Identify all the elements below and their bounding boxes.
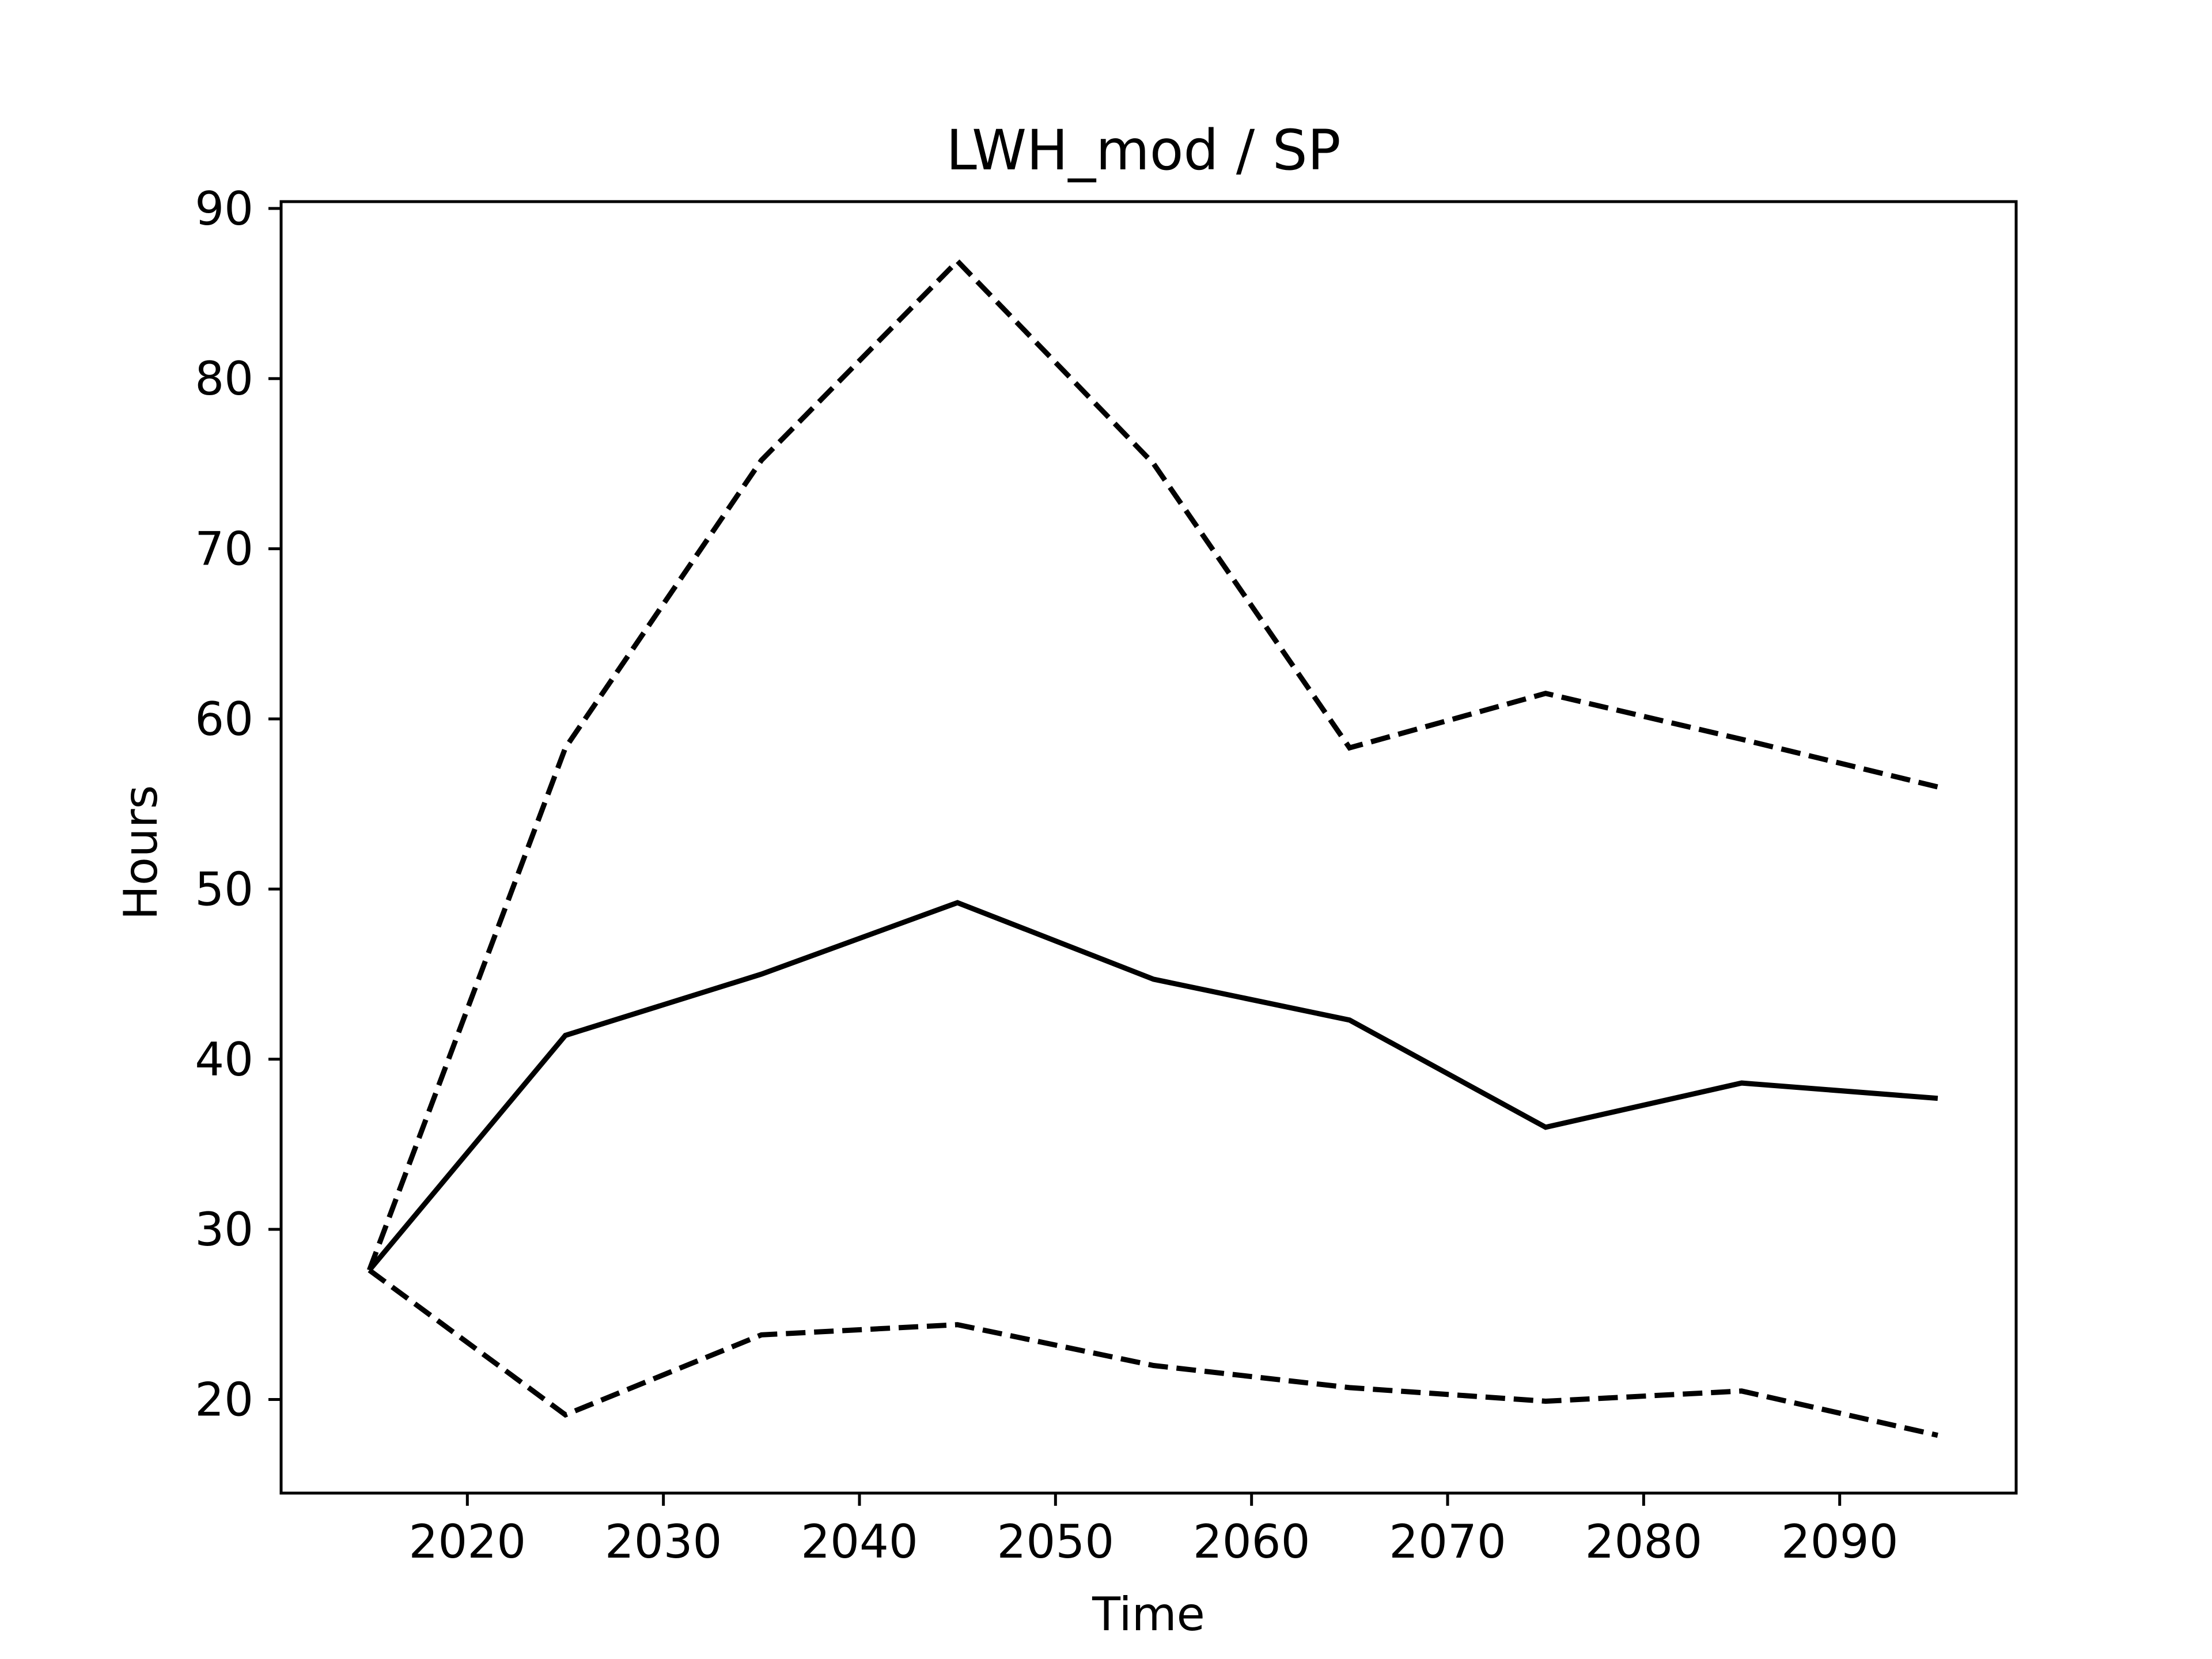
axis-ticks: 2020 2030 2040 2050 2060 2070 2080 209020304050… [195, 182, 1898, 1569]
x-tick-label: 2080 [1585, 1515, 1703, 1569]
x-axis-label: Time [1092, 1588, 1205, 1641]
y-tick-label: 60 [195, 692, 253, 746]
series-line-2 [367, 900, 1938, 1272]
y-tick-label: 90 [195, 182, 253, 236]
x-tick-label: 2090 [1781, 1515, 1899, 1569]
y-tick-label: 40 [195, 1033, 253, 1086]
y-axis-label: Hours [114, 785, 168, 920]
x-tick-label: 2030 [605, 1515, 722, 1569]
plot-frame [279, 200, 2018, 1495]
x-tick-label: 2070 [1389, 1515, 1506, 1569]
series-line-3 [368, 1268, 1938, 1438]
y-tick-label: 20 [195, 1373, 253, 1427]
x-tick-label: 2040 [801, 1515, 918, 1569]
plot-area [366, 257, 1938, 1438]
x-tick-label: 2020 [409, 1515, 527, 1569]
x-tick-label: 2060 [1193, 1515, 1310, 1569]
y-tick-label: 70 [195, 522, 253, 576]
y-tick-label: 80 [195, 352, 253, 406]
series-line-1 [366, 257, 1938, 1271]
chart-title: LWH_mod / SP [946, 118, 1340, 183]
x-tick-label: 2050 [997, 1515, 1115, 1569]
y-tick-label: 50 [195, 862, 253, 916]
y-tick-label: 30 [195, 1203, 253, 1256]
